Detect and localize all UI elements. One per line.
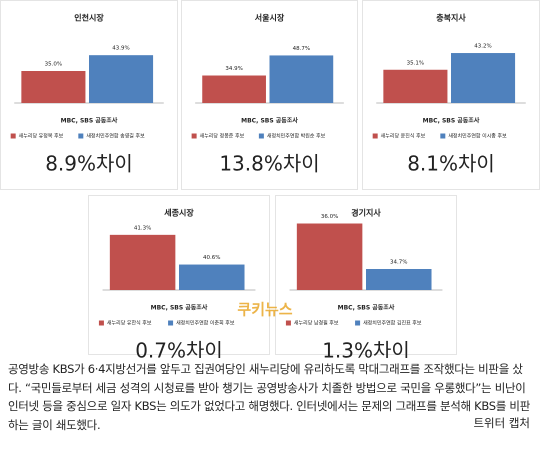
legend-swatch — [285, 320, 291, 326]
bar — [451, 53, 516, 103]
difference-label: 8.9%차이 — [45, 152, 133, 176]
bar — [383, 69, 448, 103]
value-label: 35.1% — [407, 60, 424, 66]
bar — [89, 55, 154, 103]
legend-swatch — [98, 320, 104, 326]
legend-label: 새정치민주연합 이춘희 후보 — [176, 320, 235, 327]
difference-label: 0.7%차이 — [135, 339, 223, 359]
credit: 트위터 캡처 — [473, 416, 530, 430]
value-label: 40.6% — [203, 255, 220, 261]
legend-label: 새누리당 유한식 후보 — [107, 320, 152, 327]
difference-label: 1.3%차이 — [322, 339, 410, 359]
bar — [109, 234, 176, 290]
value-label: 36.0% — [321, 214, 338, 220]
value-label: 34.7% — [390, 260, 407, 266]
chart-subtitle: MBC, SBS 공동조사 — [423, 117, 480, 125]
difference-label: 8.1%차이 — [407, 152, 495, 176]
chart-subtitle: MBC, SBS 공동조사 — [338, 304, 395, 312]
legend-label: 새누리당 정몽준 후보 — [200, 133, 245, 140]
bar — [269, 55, 334, 103]
legend-swatch — [440, 133, 446, 139]
difference-label: 13.8%차이 — [219, 152, 319, 176]
legend-label: 새정치민주연합 이시종 후보 — [448, 133, 507, 140]
legend-swatch — [355, 320, 361, 326]
legend-swatch — [191, 133, 197, 139]
bar — [21, 71, 86, 103]
bar — [179, 264, 245, 290]
bar — [366, 269, 432, 290]
value-label: 34.9% — [225, 66, 242, 72]
chart-subtitle: MBC, SBS 공동조사 — [61, 117, 118, 125]
legend-label: 새정치민주연합 김진표 후보 — [363, 320, 422, 327]
chart-title: 경기지사 — [351, 208, 381, 218]
legend-label: 새정치민주연합 송영길 후보 — [86, 133, 145, 140]
legend-swatch — [372, 133, 378, 139]
chart-title: 세종시장 — [164, 208, 194, 218]
value-label: 41.3% — [134, 225, 151, 231]
legend-swatch — [258, 133, 264, 139]
legend-label: 새누리당 남경필 후보 — [294, 320, 339, 327]
chart-title: 충북지사 — [436, 13, 466, 23]
value-label: 43.2% — [474, 44, 491, 50]
legend-swatch — [168, 320, 174, 326]
caption: 공영방송 KBS가 6·4지방선거를 앞두고 집권여당인 새누리당에 유리하도록… — [8, 362, 530, 432]
legend-swatch — [10, 133, 16, 139]
watermark: 쿠키뉴스 — [237, 301, 292, 319]
chart-subtitle: MBC, SBS 공동조사 — [151, 304, 208, 312]
value-label: 35.0% — [45, 62, 62, 68]
bar — [202, 75, 266, 103]
chart-subtitle: MBC, SBS 공동조사 — [241, 117, 298, 125]
legend-label: 새정치민주연합 박원순 후보 — [267, 133, 326, 140]
chart-title: 인천시장 — [74, 13, 104, 23]
value-label: 43.9% — [112, 46, 129, 52]
chart-title: 서울시장 — [255, 13, 285, 23]
bar — [296, 223, 363, 290]
legend-label: 새누리당 윤진식 후보 — [381, 133, 426, 140]
value-label: 48.7% — [293, 46, 310, 52]
legend-label: 새누리당 유정복 후보 — [19, 133, 64, 140]
legend-swatch — [78, 133, 84, 139]
